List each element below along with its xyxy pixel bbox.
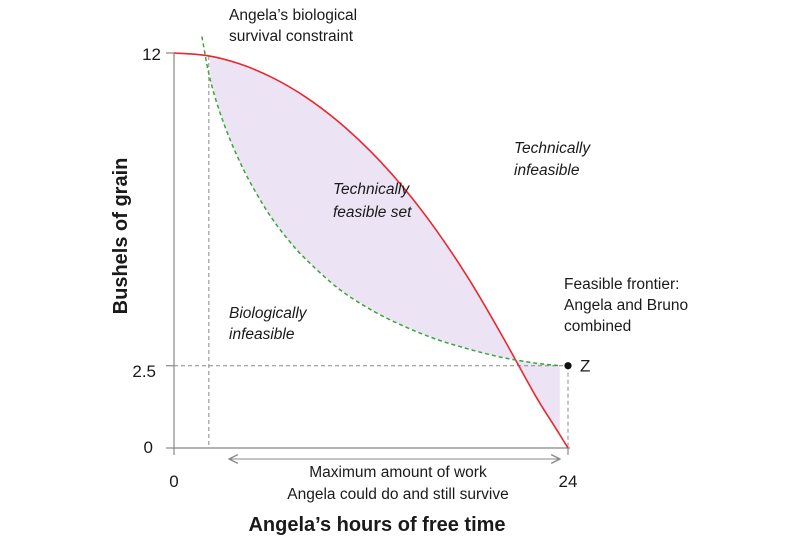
annotation-frontier-line2: Angela and Bruno bbox=[564, 297, 688, 314]
annotation-frontier-line3: combined bbox=[564, 318, 631, 335]
annotation-tech-infeasible-line2: infeasible bbox=[514, 162, 580, 179]
annotation-tech-feasible-line1: Technically bbox=[333, 181, 410, 198]
annotation-bio-infeasible-line2: infeasible bbox=[229, 326, 295, 343]
y-tick-label-2.5: 2.5 bbox=[132, 362, 156, 381]
y-tick-label-0: 0 bbox=[144, 438, 153, 457]
x-tick-label-0: 0 bbox=[169, 472, 178, 491]
series-line-survival-constraint bbox=[201, 36, 560, 367]
annotation-tech-infeasible-line1: Technically bbox=[514, 140, 591, 157]
annotation-max-work-line1: Maximum amount of work bbox=[309, 464, 487, 481]
point-z-label: Z bbox=[580, 357, 590, 376]
y-axis-title: Bushels of grain bbox=[110, 158, 132, 315]
feasible-set-area bbox=[210, 56, 560, 435]
annotation-frontier-line1: Feasible frontier: bbox=[564, 276, 679, 293]
annotation-survival-constraint-line2: survival constraint bbox=[229, 28, 354, 45]
point-z bbox=[564, 362, 572, 370]
x-tick-label-24: 24 bbox=[559, 472, 578, 491]
annotation-max-work-line2: Angela could do and still survive bbox=[287, 486, 508, 503]
series-line-feasible-frontier bbox=[173, 52, 569, 449]
annotation-bio-infeasible-line1: Biologically bbox=[229, 305, 308, 322]
annotation-tech-feasible-line2: feasible set bbox=[333, 204, 412, 221]
annotation-survival-constraint-line1: Angela’s biological bbox=[229, 7, 357, 24]
y-tick-label-12: 12 bbox=[142, 45, 161, 64]
x-axis-title: Angela’s hours of free time bbox=[248, 514, 505, 536]
